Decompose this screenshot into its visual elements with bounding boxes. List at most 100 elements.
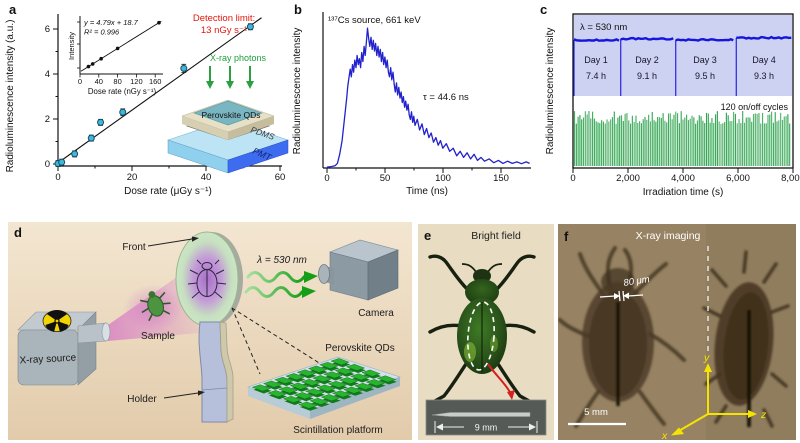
detection-limit-line1: Detection limit: [193,13,255,24]
needle-image [431,412,531,417]
qd-pixel [289,382,309,390]
inset-point [157,20,161,25]
scintillation-disc [175,231,243,327]
day1-name: Day 1 [584,55,608,65]
y-arrowhead-icon [704,363,712,372]
radiation-icon [42,309,72,332]
x-arrowhead-icon [671,427,684,436]
camera-right-face [367,249,399,301]
xray-photon-arrowheads-icon [206,81,254,89]
qd-pixel [334,367,354,375]
panel-b-label: b [294,2,302,17]
panel-c-xtick-2000: 2,000 [616,173,640,184]
inset-xtick-160: 160 [149,77,162,86]
beetle-highlight [464,342,476,362]
panel-b-tau-annotation: τ = 44.6 ns [423,92,469,103]
inset-fit-line [80,20,162,72]
qd-pixel [350,373,370,381]
inset-point [90,62,95,66]
panel-c-blue-trace [573,35,792,96]
data-point [87,134,95,142]
qd-pixel [293,392,314,400]
panel-b-decay-curve [326,27,530,168]
qd-pixel [305,388,325,396]
inset-box [425,399,547,436]
camera-label: Camera [358,308,394,319]
qd-pixel [298,401,318,409]
qd-pixel [274,376,294,384]
axis-x-label: x [661,430,668,440]
panel-c-stability-chart: c Radioluminescence intensity λ = 530 nm… [540,2,800,198]
inset-xtick-120: 120 [130,77,143,86]
axis-y-label: y [703,352,710,364]
panel-a-ticks [53,28,281,171]
detector-device-schematic: X-ray photons Perovskite QDs PDMS PMT [167,53,289,174]
decay-curve [326,27,530,168]
qd-pixel [285,373,305,381]
inset-xtick-80: 80 [113,77,121,86]
platform-left-face [248,387,310,419]
bright-field-title: Bright field [471,230,521,242]
panel-b-xtick-100: 100 [435,173,451,184]
data-point [246,23,254,31]
axis-z-label: z [760,409,767,421]
panel-c-onoff-cycle-bars [573,111,791,166]
inset-point [86,64,91,69]
beetle-antennae [461,263,503,273]
panel-b-decay-chart: b Radioluminescence intensity 0 50 100 1… [292,2,531,197]
xray-photons-label: X-ray photons [210,53,267,63]
inset-point [99,56,103,61]
pdms-left-face [182,116,228,140]
inset-point [115,46,120,51]
qd-pixel [365,379,385,387]
panel-c-wavelength: λ = 530 nm [580,22,627,33]
data-point [71,150,79,158]
panel-c-label: c [540,2,547,17]
camera-lens-icon [318,264,330,284]
panel-a-inset-chart: y = 4.79x + 18.7 R² = 0.996 Intensity 0 … [67,16,163,96]
perovskite-qds-label: Perovskite QDs [325,343,394,354]
qd-pixel [278,386,298,394]
qd-pixel [330,358,350,366]
qd-pixel [319,361,339,369]
front-label: Front [122,242,146,253]
panel-a-dose-response-chart: a Radioluminescence intensity (a.u.) 0 2… [5,2,289,197]
panel-d-setup-schematic: d X-ray source [8,222,412,440]
xray-beetle-side-view [702,250,790,428]
beetle-pronotum [465,279,499,305]
inset-xtick-0: 0 [78,77,82,86]
panel-c-xtick-0: 0 [570,173,575,184]
wavelength-label: λ = 530 nm [256,255,307,266]
green-light-waves-icon [244,271,318,298]
xray-photon-arrows-icon [209,66,251,82]
xray-source-nozzle-cap [101,322,111,342]
panel-c-cycles-label: 120 on/off cycles [721,102,789,112]
inset-equation: y = 4.79x + 18.7 [83,18,139,27]
holder-arrowhead-icon [198,390,205,396]
qd-pixel [300,378,321,386]
holder-arrow [163,392,199,399]
panel-c-lavender-region [574,15,792,96]
qd-pixel [296,369,317,377]
xray-source-device: X-ray source [17,309,111,386]
scintillation-platform-label: Scintillation platform [293,425,382,436]
qd-pixel [376,375,397,383]
holder-label: Holder [127,394,157,405]
panel-e-bright-field: e Bright field [418,224,554,440]
panel-c-day-labels: Day 1 7.4 h Day 2 9.1 h Day 3 9.5 h Day … [584,55,776,81]
holder-side [219,321,234,423]
panel-a-xtick-40: 40 [201,172,212,183]
front-arrow [147,238,193,247]
panel-b-xlabel: Time (ns) [406,186,448,197]
qd-pixel [327,380,348,388]
beetle-photo [428,254,536,403]
data-point [119,108,127,116]
day4-name: Day 4 [752,55,776,65]
coordinate-axes: y z x [661,352,767,442]
qd-pixel [320,394,340,402]
panel-f-xray-imaging: f X-ray imaging 80 μm y z x [558,224,796,442]
needle-inset: 9 mm [425,399,547,436]
qd-pixel [309,397,329,405]
panel-a-data-points [54,17,262,168]
day2-hours: 9.1 h [637,71,657,81]
